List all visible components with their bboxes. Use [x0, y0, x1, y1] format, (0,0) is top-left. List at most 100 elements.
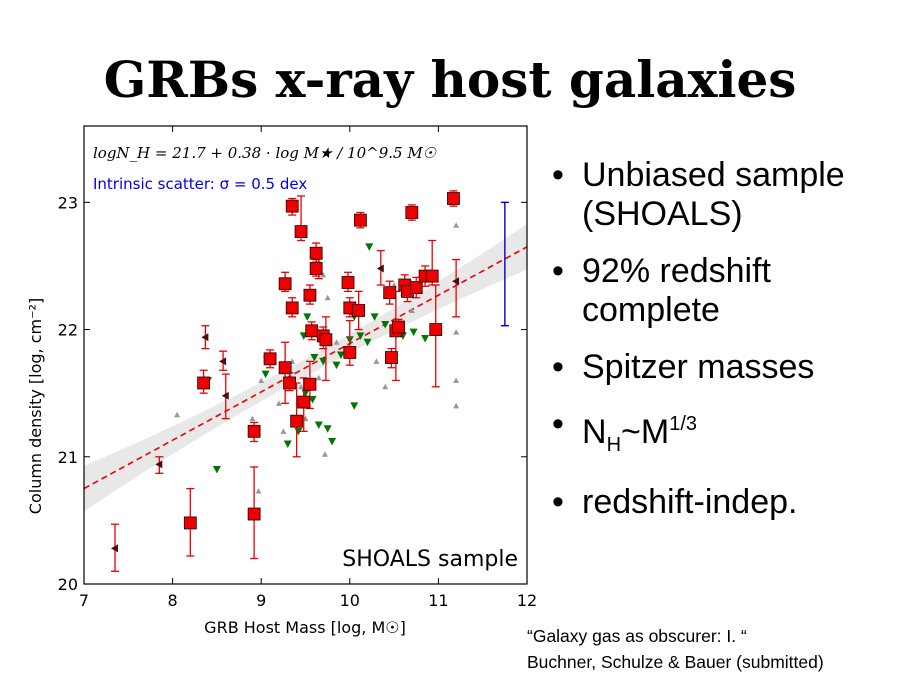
- slide-title: GRBs x-ray host galaxies: [103, 50, 797, 109]
- detection-point: [278, 361, 292, 375]
- detection-point: [409, 281, 423, 294]
- upper-limit-marker: [421, 334, 430, 343]
- axes-layer: 7 8 9 10 11 12 20 21 22 23: [58, 125, 537, 610]
- x-tick-label: 10: [340, 591, 360, 610]
- detection-point: [392, 320, 405, 334]
- gray-limit-marker: [298, 383, 305, 390]
- gray-limit-marker: [453, 402, 460, 409]
- gray-limit-marker: [373, 358, 380, 364]
- gray-limit-marker: [408, 307, 415, 313]
- detection-point: [247, 507, 261, 521]
- upper-limit-marker: [212, 466, 221, 474]
- upper-limit-marker: [283, 440, 292, 449]
- detection-point: [297, 395, 311, 409]
- detection-point: [341, 276, 355, 289]
- fit-line-layer: [83, 246, 528, 490]
- detection-point: [425, 269, 439, 283]
- lower-limit-marker: [221, 391, 229, 400]
- detection-point: [385, 351, 398, 364]
- bullet-list: Unbiased sample (SHOALS) 92% redshift co…: [550, 156, 890, 540]
- x-tick-label: 7: [79, 591, 89, 610]
- detection-point: [429, 323, 443, 336]
- y-tick-label: 22: [58, 321, 78, 340]
- upper-limit-marker: [370, 313, 379, 321]
- scatter-chart: 7 8 9 10 11 12 20 21 22 23 logN_H = 21.7 + 0.38 ·…: [26, 125, 537, 637]
- citation-line: Buchner, Schulze & Bauer (submitted): [527, 652, 824, 672]
- detection-point: [263, 352, 277, 366]
- upper-limit-marker: [261, 370, 270, 379]
- detection-point: [278, 277, 292, 291]
- detection-point: [294, 225, 308, 238]
- detection-point: [290, 414, 304, 428]
- x-tick-label: 12: [517, 591, 537, 610]
- citation-line: “Galaxy gas as obscurer: I. “: [527, 626, 747, 646]
- gray-limit-marker: [315, 374, 322, 381]
- gray-limit-marker: [174, 411, 181, 418]
- bullet-item: Spitzer masses: [550, 348, 890, 387]
- detection-point: [285, 199, 299, 213]
- gray-limit-marker: [333, 339, 340, 345]
- detection-point: [447, 192, 460, 205]
- citation: “Galaxy gas as obscurer: I. “ Buchner, S…: [527, 623, 824, 675]
- detection-point: [352, 304, 366, 317]
- fit-equation-text: logN_H = 21.7 + 0.38 · log M★ / 10^9.5 M…: [93, 144, 437, 162]
- sample-label: SHOALS sample: [342, 547, 518, 572]
- upper-limit-marker: [332, 361, 341, 370]
- lower-limit-marker: [452, 277, 460, 286]
- x-tick-label: 8: [168, 591, 178, 610]
- upper-limit-marker: [409, 328, 418, 337]
- bullet-item: redshift-indep.: [550, 483, 890, 522]
- detection-point: [283, 376, 296, 390]
- x-tick-label: 9: [256, 591, 266, 610]
- bullet-item: NH~M1/3: [550, 405, 890, 465]
- gray-limit-marker: [321, 451, 328, 457]
- x-tick-label: 11: [428, 591, 448, 610]
- bullet-item: 92% redshift complete: [550, 252, 890, 330]
- upper-limit-marker: [314, 421, 323, 429]
- gray-limit-marker: [382, 383, 389, 390]
- fit-line: [83, 246, 528, 490]
- fit-equation: logN_H = 21.7 + 0.38 · log M★ / 10^9.5 M…: [93, 144, 437, 162]
- detection-point: [305, 324, 319, 338]
- y-tick-label: 21: [58, 448, 78, 467]
- gray-limit-marker: [258, 377, 265, 383]
- y-tick-label: 20: [58, 575, 78, 594]
- lower-limit-marker: [155, 460, 163, 469]
- upper-limit-marker: [365, 243, 374, 251]
- detection-point: [285, 301, 299, 315]
- plot-frame: [83, 125, 528, 585]
- detection-point: [183, 516, 197, 530]
- gray-limit-marker: [255, 488, 262, 494]
- lower-limit-marker: [376, 264, 384, 273]
- x-axis-label: GRB Host Mass [log, M☉]: [204, 618, 406, 637]
- gray-limit-marker: [453, 377, 460, 383]
- detection-point: [303, 288, 317, 302]
- detection-point: [405, 206, 419, 219]
- upper-limit-marker: [381, 320, 390, 329]
- upper-limit-marker: [336, 351, 345, 359]
- detection-point: [354, 213, 367, 227]
- detection-point: [319, 333, 333, 347]
- upper-limit-marker: [356, 332, 365, 340]
- upper-limit-marker: [319, 357, 328, 366]
- detection-point: [303, 377, 317, 391]
- gray-limit-marker: [320, 271, 327, 278]
- bullet-item: Unbiased sample (SHOALS): [550, 156, 890, 234]
- gray-limit-marker: [453, 329, 460, 335]
- detection-point: [247, 424, 261, 438]
- upper-limit-marker: [363, 338, 372, 347]
- detection-point: [383, 286, 397, 300]
- upper-limit-marker: [303, 313, 312, 321]
- upper-limit-marker: [310, 354, 319, 362]
- scatter-bar-layer: [500, 201, 509, 327]
- detection-point: [197, 376, 211, 390]
- gray-limit-marker: [391, 282, 398, 288]
- gray-limit-marker: [324, 294, 331, 301]
- upper-limit-marker: [308, 396, 317, 404]
- gray-limit-marker: [453, 222, 460, 228]
- lower-limit-marker: [219, 357, 227, 366]
- detection-point: [309, 246, 323, 260]
- detection-point: [309, 262, 323, 275]
- upper-limit-marker: [350, 402, 359, 410]
- gray-limit-marker: [249, 415, 256, 422]
